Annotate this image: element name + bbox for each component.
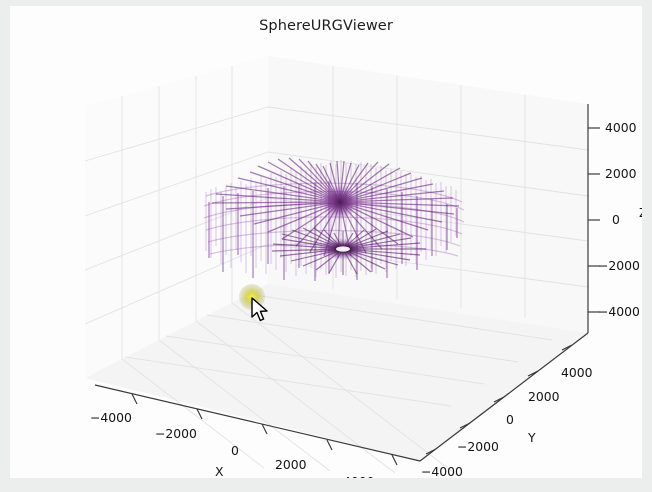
xtick-label-3: 2000	[275, 457, 307, 472]
xtick-label-1: −2000	[155, 426, 197, 441]
xtick-label-2: 0	[231, 443, 239, 458]
window-bottom-strip	[0, 478, 652, 492]
page-title: SphereURGViewer	[259, 18, 393, 34]
ytick-label-1: −2000	[457, 439, 499, 454]
ztick-label-0: 4000	[605, 120, 637, 135]
axes3d-plot[interactable]	[10, 6, 642, 478]
xtick-label-4: 4000	[343, 474, 375, 478]
ytick-label-4: 4000	[561, 365, 593, 380]
axes-panes	[85, 56, 588, 461]
ztick-label-3: −2000	[598, 258, 640, 273]
ytick-label-3: 2000	[528, 389, 560, 404]
ztick-label-2: 0	[612, 212, 620, 227]
ytick-label-0: −4000	[421, 464, 463, 478]
axis-tick-marks	[131, 127, 600, 466]
xtick-label-0: −4000	[90, 410, 132, 425]
x-axis-label: X	[215, 464, 224, 478]
y-axis-label: Y	[528, 430, 536, 445]
ztick-label-1: 2000	[605, 166, 637, 181]
ztick-label-4: −4000	[598, 304, 640, 319]
z-axis-label: Z	[639, 205, 642, 220]
point-cloud-scan-lines	[203, 157, 465, 281]
matplotlib-figure-canvas[interactable]: SphereURGViewer	[10, 6, 642, 478]
ytick-label-2: 0	[506, 412, 514, 427]
